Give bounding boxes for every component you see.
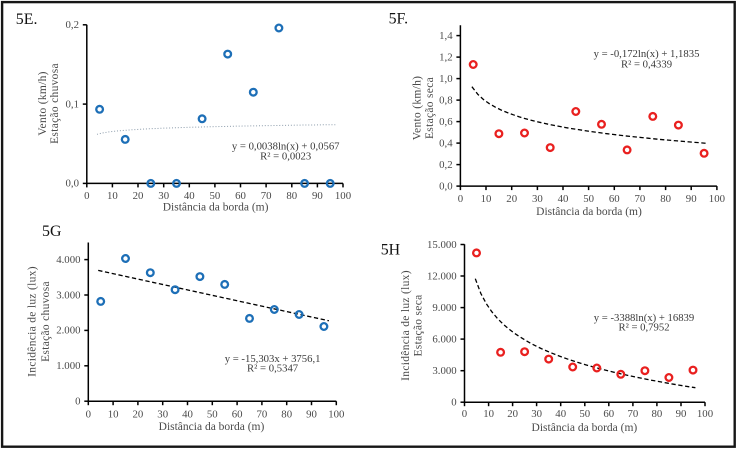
svg-text:4.000: 4.000 bbox=[56, 254, 80, 266]
svg-text:0: 0 bbox=[451, 397, 456, 409]
svg-text:100: 100 bbox=[328, 408, 344, 420]
svg-text:5H: 5H bbox=[381, 242, 401, 259]
svg-text:30: 30 bbox=[158, 190, 169, 202]
svg-text:R² = 0,7952: R² = 0,7952 bbox=[618, 321, 669, 333]
svg-text:0,4: 0,4 bbox=[439, 137, 453, 149]
svg-text:10: 10 bbox=[481, 193, 492, 205]
svg-text:Vento (km/h): Vento (km/h) bbox=[37, 71, 49, 136]
svg-text:1,4: 1,4 bbox=[439, 30, 453, 42]
svg-text:1.000: 1.000 bbox=[56, 360, 80, 372]
svg-text:70: 70 bbox=[635, 193, 646, 205]
svg-text:5E.: 5E. bbox=[16, 11, 38, 28]
svg-text:1,0: 1,0 bbox=[439, 73, 453, 85]
svg-text:90: 90 bbox=[312, 190, 323, 202]
svg-text:80: 80 bbox=[281, 408, 292, 420]
svg-text:0: 0 bbox=[86, 408, 91, 420]
svg-text:30: 30 bbox=[157, 408, 168, 420]
svg-text:100: 100 bbox=[697, 408, 713, 420]
svg-text:60: 60 bbox=[603, 408, 614, 420]
svg-text:y = 0,0038ln(x) + 0,0567: y = 0,0038ln(x) + 0,0567 bbox=[232, 141, 340, 153]
svg-text:50: 50 bbox=[207, 408, 218, 420]
svg-text:5G: 5G bbox=[42, 223, 61, 240]
svg-text:40: 40 bbox=[182, 408, 193, 420]
svg-text:10: 10 bbox=[107, 190, 118, 202]
svg-text:Vento (km/h): Vento (km/h) bbox=[412, 76, 424, 141]
svg-text:50: 50 bbox=[583, 193, 594, 205]
svg-text:100: 100 bbox=[709, 193, 725, 205]
svg-text:90: 90 bbox=[306, 408, 317, 420]
svg-text:0: 0 bbox=[462, 408, 467, 420]
svg-text:50: 50 bbox=[579, 408, 590, 420]
svg-text:1,2: 1,2 bbox=[439, 51, 453, 63]
svg-text:70: 70 bbox=[261, 190, 272, 202]
svg-text:5F.: 5F. bbox=[389, 11, 408, 28]
svg-text:Estação chuvosa: Estação chuvosa bbox=[40, 281, 52, 362]
svg-text:0,1: 0,1 bbox=[66, 98, 80, 110]
svg-text:6.000: 6.000 bbox=[432, 333, 456, 345]
svg-text:10: 10 bbox=[108, 408, 119, 420]
svg-text:90: 90 bbox=[686, 193, 697, 205]
svg-text:70: 70 bbox=[257, 408, 268, 420]
svg-text:0,2: 0,2 bbox=[439, 159, 453, 171]
svg-text:40: 40 bbox=[558, 193, 569, 205]
svg-text:y = -0,172ln(x) + 1,1835: y = -0,172ln(x) + 1,1835 bbox=[594, 48, 700, 60]
svg-text:80: 80 bbox=[652, 408, 663, 420]
svg-text:0,2: 0,2 bbox=[66, 19, 80, 31]
svg-text:100: 100 bbox=[335, 190, 351, 202]
svg-text:y = -15,303x + 3756,1: y = -15,303x + 3756,1 bbox=[225, 353, 321, 365]
svg-text:R² = 0,5347: R² = 0,5347 bbox=[247, 363, 299, 375]
svg-text:R² = 0,4339: R² = 0,4339 bbox=[621, 59, 672, 71]
svg-text:80: 80 bbox=[660, 193, 671, 205]
svg-text:60: 60 bbox=[609, 193, 620, 205]
svg-text:Estação chuvosa: Estação chuvosa bbox=[49, 63, 61, 144]
svg-text:20: 20 bbox=[506, 193, 517, 205]
svg-text:Incidência de luz (lux): Incidência de luz (lux) bbox=[400, 270, 412, 381]
svg-text:15.000: 15.000 bbox=[427, 239, 457, 251]
svg-text:Estação seca: Estação seca bbox=[424, 77, 436, 139]
svg-text:0: 0 bbox=[75, 396, 80, 408]
svg-text:9.000: 9.000 bbox=[432, 302, 456, 314]
svg-text:3.000: 3.000 bbox=[432, 365, 456, 377]
svg-text:3.000: 3.000 bbox=[56, 289, 80, 301]
svg-text:Distância da borda (m): Distância da borda (m) bbox=[532, 422, 638, 434]
svg-text:60: 60 bbox=[232, 408, 243, 420]
svg-text:20: 20 bbox=[133, 190, 144, 202]
svg-text:70: 70 bbox=[628, 408, 639, 420]
svg-text:0: 0 bbox=[458, 193, 463, 205]
svg-text:Distância da borda (m): Distância da borda (m) bbox=[536, 206, 642, 218]
svg-text:Distância da borda (m): Distância da borda (m) bbox=[163, 202, 269, 214]
svg-text:30: 30 bbox=[532, 193, 543, 205]
svg-text:Distância da borda (m): Distância da borda (m) bbox=[159, 421, 265, 433]
svg-text:0,0: 0,0 bbox=[439, 180, 453, 192]
svg-text:y = -3388ln(x) + 16839: y = -3388ln(x) + 16839 bbox=[594, 312, 695, 324]
svg-text:R² = 0,0023: R² = 0,0023 bbox=[260, 151, 311, 163]
svg-text:80: 80 bbox=[286, 190, 297, 202]
svg-text:Estação seca: Estação seca bbox=[412, 294, 424, 356]
svg-text:40: 40 bbox=[555, 408, 566, 420]
svg-text:0,6: 0,6 bbox=[439, 116, 453, 128]
svg-text:0,8: 0,8 bbox=[439, 94, 453, 106]
svg-text:2.000: 2.000 bbox=[56, 325, 80, 337]
svg-text:20: 20 bbox=[507, 408, 518, 420]
svg-text:10: 10 bbox=[483, 408, 494, 420]
svg-text:0: 0 bbox=[84, 190, 89, 202]
svg-text:Incidência de luz (lux): Incidência de luz (lux) bbox=[27, 266, 39, 377]
svg-text:90: 90 bbox=[676, 408, 687, 420]
svg-text:20: 20 bbox=[133, 408, 144, 420]
svg-text:12.000: 12.000 bbox=[427, 270, 457, 282]
svg-text:60: 60 bbox=[235, 190, 246, 202]
svg-text:50: 50 bbox=[210, 190, 221, 202]
svg-text:0,0: 0,0 bbox=[66, 178, 80, 190]
svg-text:30: 30 bbox=[531, 408, 542, 420]
svg-text:40: 40 bbox=[184, 190, 195, 202]
